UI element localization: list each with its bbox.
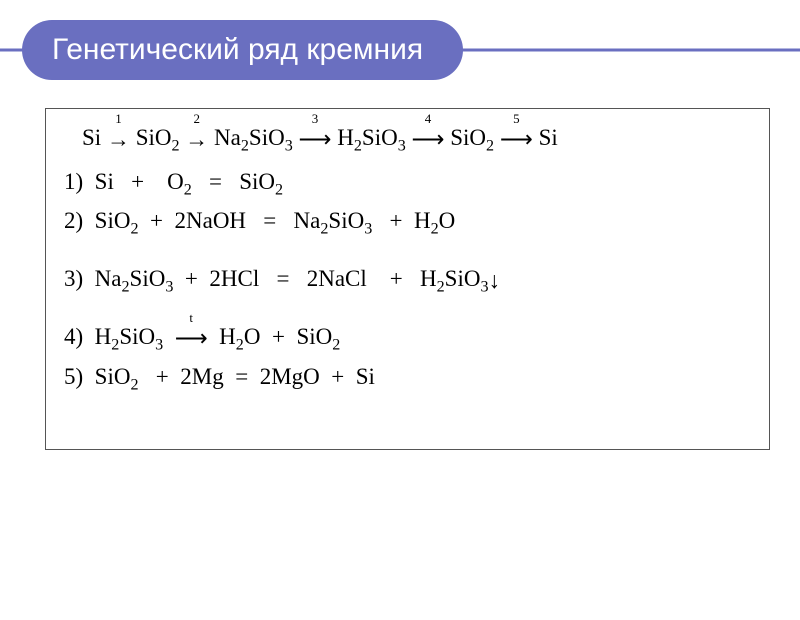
- chain-node: Si: [82, 125, 101, 150]
- content-box: Si 1→ SiO2 2→ Na2SiO3 3⟶ H2SiO3 4⟶ SiO2 …: [45, 108, 770, 450]
- equation-5: 5) SiO2 + 2Mg = 2MgO + Si: [64, 360, 751, 398]
- title-text: Генетический ряд кремния: [52, 33, 423, 67]
- equation-4: 4) H2SiO3 t⟶ H2O + SiO2: [64, 320, 751, 358]
- equation-1: 1) Si + O2 = SiO2: [64, 165, 751, 203]
- equation-2: 2) SiO2 + 2NaOH = Na2SiO3 + H2O: [64, 204, 751, 242]
- chain-arrow-4: 4⟶: [412, 121, 445, 156]
- eq-num: 1): [64, 169, 83, 194]
- eq-num: 3): [64, 266, 83, 291]
- title-bar: Генетический ряд кремния: [0, 20, 800, 80]
- chain-arrow-3: 3⟶: [299, 121, 332, 156]
- eq-num: 5): [64, 364, 83, 389]
- chain-node: H2SiO3: [337, 125, 406, 150]
- chain-node: SiO2: [136, 125, 180, 150]
- reaction-chain: Si 1→ SiO2 2→ Na2SiO3 3⟶ H2SiO3 4⟶ SiO2 …: [64, 121, 751, 159]
- down-arrow-icon: ↓: [489, 264, 501, 299]
- chain-arrow-5: 5⟶: [500, 121, 533, 156]
- eq-num: 4): [64, 324, 83, 349]
- slide-title: Генетический ряд кремния: [22, 20, 463, 80]
- heat-arrow-icon: t⟶: [175, 320, 208, 355]
- chain-node: Na2SiO3: [214, 125, 293, 150]
- chain-node: SiO2: [450, 125, 494, 150]
- equation-3: 3) Na2SiO3 + 2HCl = 2NaCl + H2SiO3↓: [64, 262, 751, 300]
- chain-arrow-2: 2→: [185, 121, 208, 156]
- chain-arrow-1: 1→: [107, 121, 130, 156]
- chain-node: Si: [539, 125, 558, 150]
- eq-num: 2): [64, 208, 83, 233]
